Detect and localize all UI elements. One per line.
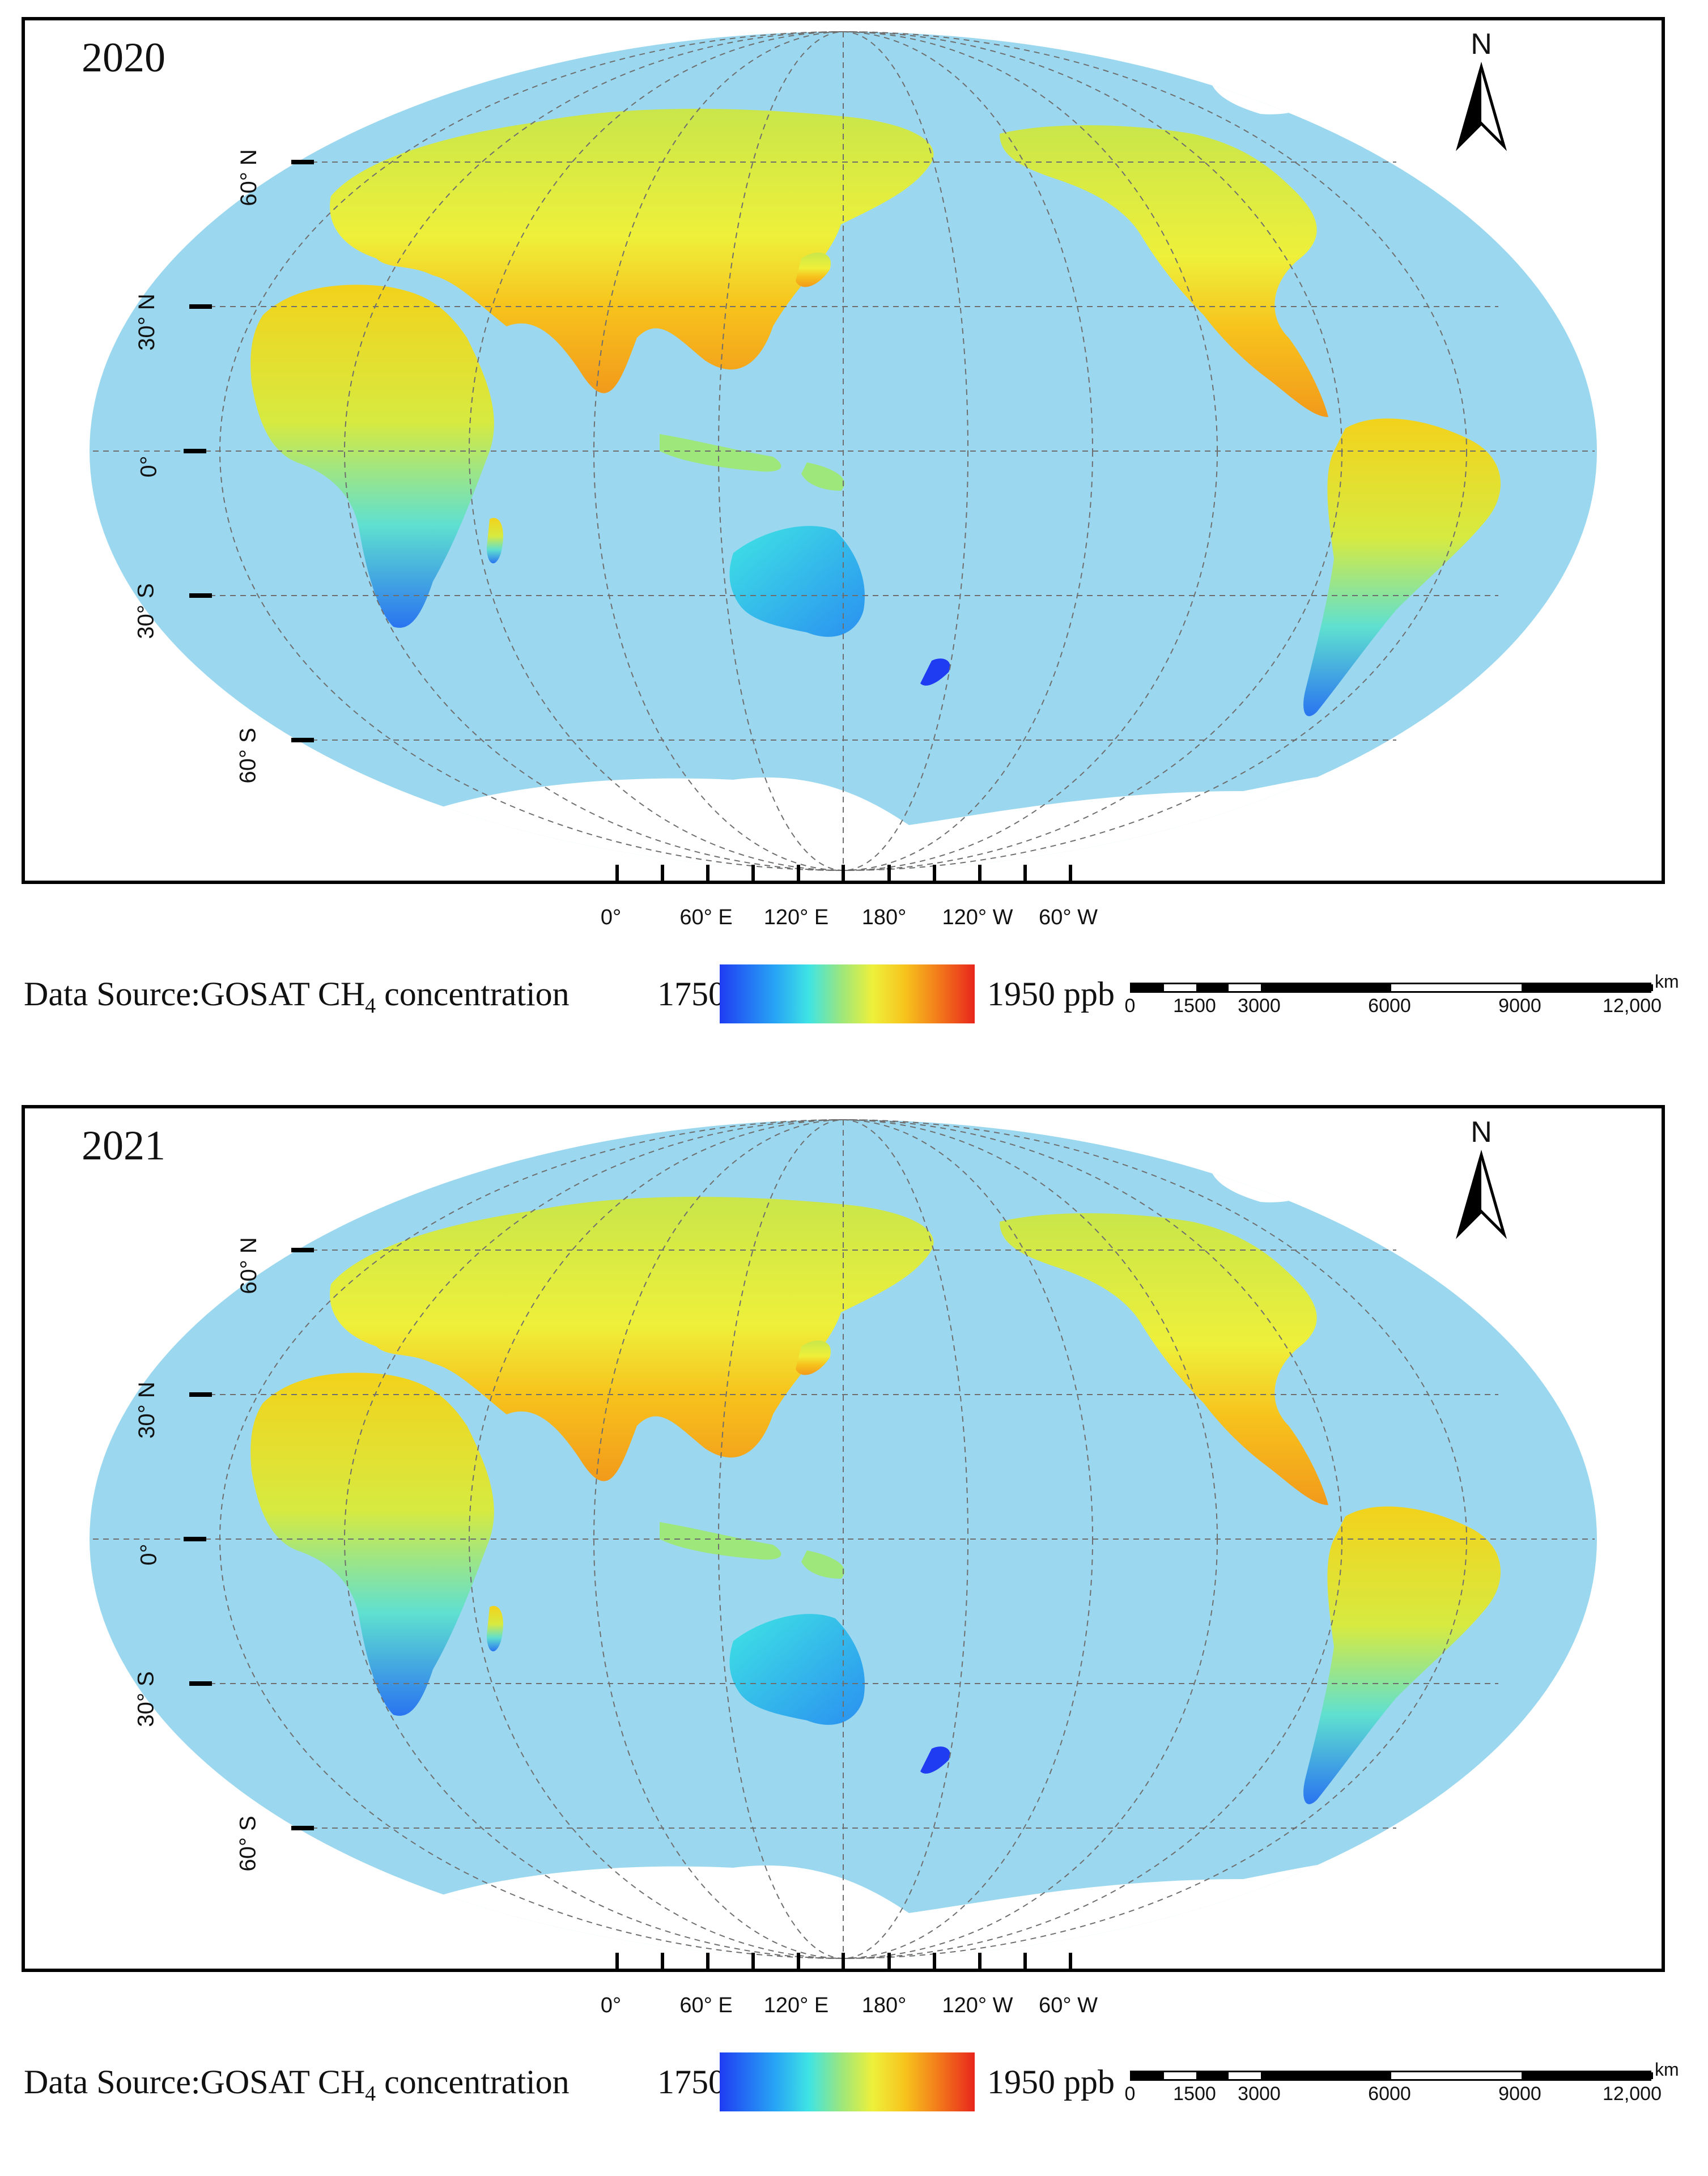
madagascar: [487, 518, 503, 564]
indonesia: [660, 434, 781, 472]
australia: [729, 1614, 865, 1725]
colorbar-min-label: 1750: [657, 975, 725, 1013]
lat-label-30s: 30° S: [133, 1671, 159, 1727]
lat-label-30n: 30° N: [134, 294, 159, 351]
lon-label-120e: 120° E: [763, 1994, 829, 2017]
lat-label-equator: 0°: [136, 456, 162, 478]
new-guinea: [801, 462, 845, 491]
north-america: [1000, 1213, 1328, 1505]
scale-tick: 3000: [1238, 2083, 1281, 2105]
scale-tick: 12,000: [1603, 2083, 1662, 2105]
scale-bar: [1130, 2071, 1653, 2081]
new-zealand: [920, 1746, 950, 1774]
lon-label-120w: 120° W: [942, 1994, 1013, 2017]
legend-row: Data Source:GOSAT CH4 concentration 1750…: [0, 2051, 1708, 2131]
world-map: [90, 1119, 1597, 1969]
data-source-text: Data Source:GOSAT CH4 concentration: [24, 2063, 570, 2106]
data-source-text: Data Source:GOSAT CH4 concentration: [24, 975, 570, 1018]
australia: [729, 526, 865, 637]
africa: [250, 1372, 494, 1716]
lon-label-0: 0°: [600, 906, 622, 929]
lon-label-60e: 60° E: [679, 906, 733, 929]
eurasia: [330, 109, 934, 393]
scale-tick: 0: [1124, 995, 1136, 1017]
new-guinea: [801, 1550, 845, 1579]
lat-ticks: [184, 1248, 314, 1830]
map-panel-2021: 2021 N 60° N 30° N 0° 30° S 60° S 0° 60°…: [0, 1088, 1708, 2176]
colorbar-max-label: 1950 ppb: [987, 975, 1115, 1013]
lon-label-180: 180°: [861, 906, 907, 929]
north-arrow: N: [1447, 27, 1515, 158]
world-map: [90, 31, 1597, 881]
scale-tick: 1500: [1173, 995, 1216, 1017]
scale-bar: [1130, 983, 1653, 993]
lon-label-60e: 60° E: [679, 1994, 733, 2017]
north-arrow: N: [1447, 1115, 1515, 1246]
lon-ticks: [615, 1953, 1072, 1969]
scale-tick: 9000: [1498, 995, 1541, 1017]
scale-unit: km: [1655, 2059, 1679, 2080]
scale-tick: 6000: [1368, 995, 1411, 1017]
colorbar: [720, 2052, 975, 2111]
north-america: [1000, 125, 1328, 417]
madagascar: [487, 1606, 503, 1652]
map-panel-2020: 2020 N 60° N 30° N 0° 30° S 60° S 0° 60°…: [0, 17, 1708, 1043]
eurasia: [330, 1197, 934, 1481]
lat-label-60s: 60° S: [235, 728, 261, 784]
scale-tick: 0: [1124, 2083, 1136, 2105]
year-label: 2021: [82, 1123, 165, 1169]
lon-label-180: 180°: [861, 1994, 907, 2017]
scale-unit: km: [1655, 971, 1679, 992]
legend-row: Data Source:GOSAT CH4 concentration 1750…: [0, 963, 1708, 1043]
scale-tick: 3000: [1238, 995, 1281, 1017]
colorbar-min-label: 1750: [657, 2063, 725, 2101]
scale-tick: 12,000: [1603, 995, 1662, 1017]
lon-label-120w: 120° W: [942, 906, 1013, 929]
south-america: [1303, 418, 1501, 716]
japan: [796, 252, 831, 287]
north-label: N: [1471, 28, 1492, 61]
lon-label-60w: 60° W: [1039, 1994, 1098, 2017]
scale-tick: 1500: [1173, 2083, 1216, 2105]
lat-label-60n: 60° N: [236, 1237, 261, 1294]
lon-label-0: 0°: [600, 1994, 622, 2017]
lat-label-30s: 30° S: [133, 583, 159, 639]
year-label: 2020: [82, 35, 165, 81]
new-zealand: [920, 658, 950, 686]
map-frame: 2020 N 60° N 30° N 0° 30° S 60° S: [22, 17, 1665, 884]
colorbar: [720, 964, 975, 1023]
lon-label-60w: 60° W: [1039, 906, 1098, 929]
japan: [796, 1340, 831, 1375]
lat-label-equator: 0°: [136, 1544, 162, 1566]
north-arrow-icon: [1455, 1149, 1507, 1239]
map-frame: 2021 N 60° N 30° N 0° 30° S 60° S: [22, 1105, 1665, 1972]
north-arrow-icon: [1455, 61, 1507, 151]
south-america: [1303, 1506, 1501, 1804]
lat-label-60s: 60° S: [235, 1816, 261, 1872]
scale-tick: 6000: [1368, 2083, 1411, 2105]
lon-ticks: [615, 865, 1072, 881]
africa: [250, 284, 494, 628]
north-label: N: [1471, 1116, 1492, 1149]
colorbar-max-label: 1950 ppb: [987, 2063, 1115, 2101]
lat-ticks: [184, 160, 314, 742]
indonesia: [660, 1522, 781, 1560]
lat-label-30n: 30° N: [134, 1382, 159, 1439]
lat-label-60n: 60° N: [236, 149, 261, 206]
lon-label-120e: 120° E: [763, 906, 829, 929]
scale-tick: 9000: [1498, 2083, 1541, 2105]
